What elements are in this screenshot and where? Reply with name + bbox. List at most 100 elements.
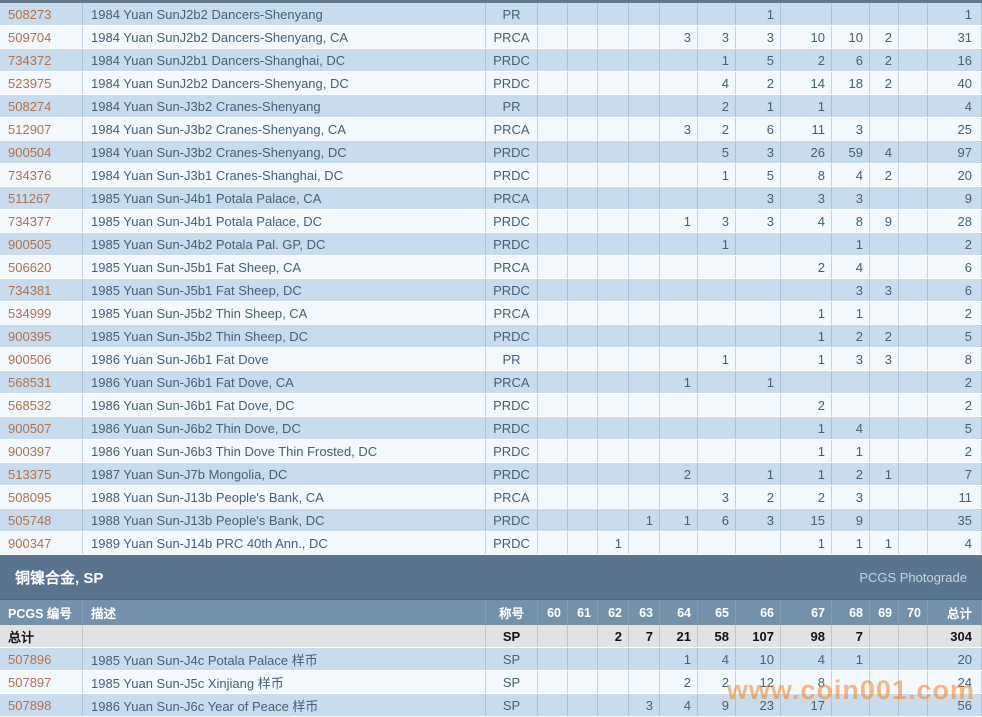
grade-66-count: 5 bbox=[736, 164, 781, 186]
grade-63-count bbox=[629, 233, 660, 255]
pcgs-number-link[interactable]: 900506 bbox=[0, 348, 83, 370]
pcgs-number-link[interactable]: 508273 bbox=[0, 3, 83, 25]
pcgs-number-link[interactable]: 900504 bbox=[0, 141, 83, 163]
grade-63-count bbox=[629, 49, 660, 71]
grade-67-count: 1 bbox=[781, 348, 832, 370]
pcgs-number-link[interactable]: 508274 bbox=[0, 95, 83, 117]
grade-65-count: 4 bbox=[698, 648, 736, 670]
pcgs-number-link[interactable]: 900347 bbox=[0, 532, 83, 554]
pcgs-photograde-link[interactable]: PCGS Photograde bbox=[859, 569, 967, 585]
grade-63-count bbox=[629, 256, 660, 278]
grade-61-count bbox=[568, 348, 598, 370]
grade-61-count bbox=[568, 440, 598, 462]
coin-description: 1985 Yuan Sun-J5b1 Fat Sheep, CA bbox=[83, 256, 486, 278]
grade-62-count bbox=[598, 648, 629, 670]
pcgs-number-link[interactable]: 734376 bbox=[0, 164, 83, 186]
grade-64-count: 3 bbox=[660, 118, 698, 140]
pcgs-number-link[interactable]: 900395 bbox=[0, 325, 83, 347]
table-row: 734377 1985 Yuan Sun-J4b1 Potala Palace, … bbox=[0, 210, 982, 233]
grade-designation: PRDC bbox=[486, 440, 538, 462]
grade-70-count bbox=[899, 394, 928, 416]
table-row: 506620 1985 Yuan Sun-J5b1 Fat Sheep, CA PR… bbox=[0, 256, 982, 279]
grade-67-count bbox=[781, 279, 832, 301]
table-row: 534999 1985 Yuan Sun-J5b2 Thin Sheep, CA P… bbox=[0, 302, 982, 325]
grade-68-count bbox=[832, 371, 870, 393]
grade-69-count: 3 bbox=[870, 279, 899, 301]
grade-68-count: 1 bbox=[832, 648, 870, 670]
coin-description: 1989 Yuan Sun-J14b PRC 40th Ann., DC bbox=[83, 532, 486, 554]
coin-description: 1986 Yuan Sun-J6b1 Fat Dove bbox=[83, 348, 486, 370]
grade-64-count bbox=[660, 348, 698, 370]
grade-60-count bbox=[538, 256, 568, 278]
grade-65-count bbox=[698, 187, 736, 209]
pcgs-number-link[interactable]: 734372 bbox=[0, 49, 83, 71]
total-row-label: 总计 bbox=[0, 625, 83, 647]
grade-63-count bbox=[629, 348, 660, 370]
grade-61-count bbox=[568, 3, 598, 25]
grade-68-count: 8 bbox=[832, 210, 870, 232]
grade-67-count: 2 bbox=[781, 394, 832, 416]
grade-69-count: 2 bbox=[870, 72, 899, 94]
grade-designation: PRCA bbox=[486, 187, 538, 209]
total-count: 5 bbox=[928, 417, 982, 439]
table-row: 512907 1984 Yuan Sun-J3b2 Cranes-Shenyang… bbox=[0, 118, 982, 141]
grade-61-count bbox=[568, 302, 598, 324]
column-header-row: PCGS 编号 描述 称号 60 61 62 63 64 65 66 67 68 69 70 总计 bbox=[0, 600, 982, 625]
grade-62-count bbox=[598, 3, 629, 25]
grade-63-count bbox=[629, 279, 660, 301]
pcgs-number-link[interactable]: 507896 bbox=[0, 648, 83, 670]
grade-62-count bbox=[598, 233, 629, 255]
table-row: 508095 1988 Yuan Sun-J13b People's Bank, … bbox=[0, 486, 982, 509]
pcgs-number-link[interactable]: 534999 bbox=[0, 302, 83, 324]
pcgs-number-link[interactable]: 511267 bbox=[0, 187, 83, 209]
pcgs-number-link[interactable]: 509704 bbox=[0, 26, 83, 48]
grade-62-count bbox=[598, 671, 629, 693]
column-header-designation: 称号 bbox=[486, 600, 538, 625]
grade-60-count bbox=[538, 440, 568, 462]
table-row: 513375 1987 Yuan Sun-J7b Mongolia, DC PRDC… bbox=[0, 463, 982, 486]
grade-65-count: 2 bbox=[698, 118, 736, 140]
grade-63-count bbox=[629, 118, 660, 140]
pcgs-number-link[interactable]: 513375 bbox=[0, 463, 83, 485]
grade-64-count bbox=[660, 49, 698, 71]
grade-65-count: 3 bbox=[698, 26, 736, 48]
grade-67-count: 1 bbox=[781, 325, 832, 347]
pcgs-number-link[interactable]: 508095 bbox=[0, 486, 83, 508]
grade-64-count bbox=[660, 164, 698, 186]
grade-66-count: 3 bbox=[736, 26, 781, 48]
pcgs-number-link[interactable]: 505748 bbox=[0, 509, 83, 531]
pcgs-number-link[interactable]: 507897 bbox=[0, 671, 83, 693]
table-row: 511267 1985 Yuan Sun-J4b1 Potala Palace, … bbox=[0, 187, 982, 210]
pcgs-number-link[interactable]: 734381 bbox=[0, 279, 83, 301]
grade-61-count bbox=[568, 95, 598, 117]
grade-63-count bbox=[629, 648, 660, 670]
pcgs-number-link[interactable]: 512907 bbox=[0, 118, 83, 140]
grade-70-count bbox=[899, 49, 928, 71]
pcgs-number-link[interactable]: 900505 bbox=[0, 233, 83, 255]
grade-61-count bbox=[568, 509, 598, 531]
pcgs-number-link[interactable]: 900507 bbox=[0, 417, 83, 439]
pcgs-number-link[interactable]: 900397 bbox=[0, 440, 83, 462]
table-row: 900397 1986 Yuan Sun-J6b3 Thin Dove Thin … bbox=[0, 440, 982, 463]
grade-67-count: 1 bbox=[781, 417, 832, 439]
grade-63-count bbox=[629, 394, 660, 416]
pcgs-number-link[interactable]: 568531 bbox=[0, 371, 83, 393]
grade-66-count bbox=[736, 325, 781, 347]
grade-63-count bbox=[629, 371, 660, 393]
pcgs-number-link[interactable]: 568532 bbox=[0, 394, 83, 416]
pcgs-number-link[interactable]: 507898 bbox=[0, 694, 83, 716]
grade-60-count bbox=[538, 371, 568, 393]
grade-62-count bbox=[598, 509, 629, 531]
pcgs-number-link[interactable]: 734377 bbox=[0, 210, 83, 232]
pcgs-number-link[interactable]: 523975 bbox=[0, 72, 83, 94]
pcgs-number-link[interactable]: 506620 bbox=[0, 256, 83, 278]
grade-64-count bbox=[660, 187, 698, 209]
grade-67-count: 1 bbox=[781, 440, 832, 462]
grade-69-count: 4 bbox=[870, 141, 899, 163]
grade-70-count bbox=[899, 463, 928, 485]
table-row: 507898 1986 Yuan Sun-J6c Year of Peace 样币… bbox=[0, 694, 982, 717]
grade-60-count bbox=[538, 325, 568, 347]
grade-67-count: 17 bbox=[781, 694, 832, 716]
grade-68-count bbox=[832, 95, 870, 117]
grade-70-count bbox=[899, 671, 928, 693]
